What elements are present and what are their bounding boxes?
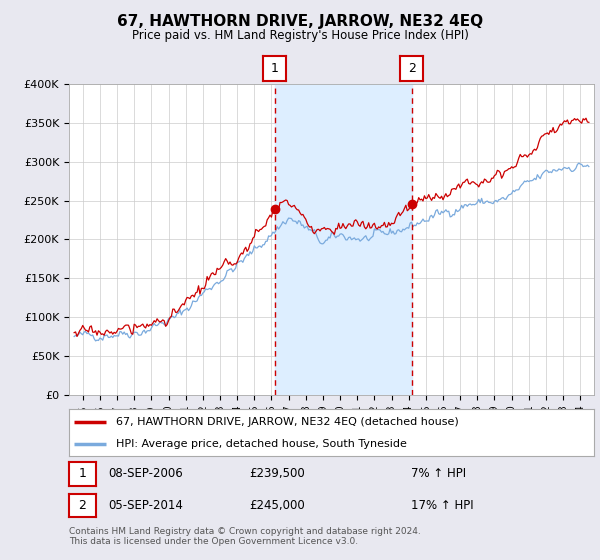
Text: 17% ↑ HPI: 17% ↑ HPI <box>411 499 473 512</box>
Text: Price paid vs. HM Land Registry's House Price Index (HPI): Price paid vs. HM Land Registry's House … <box>131 29 469 42</box>
Text: £245,000: £245,000 <box>249 499 305 512</box>
Text: HPI: Average price, detached house, South Tyneside: HPI: Average price, detached house, Sout… <box>116 438 407 449</box>
Text: 2: 2 <box>408 62 416 75</box>
Text: Contains HM Land Registry data © Crown copyright and database right 2024.
This d: Contains HM Land Registry data © Crown c… <box>69 526 421 546</box>
Text: 08-SEP-2006: 08-SEP-2006 <box>108 467 183 480</box>
Bar <box>275 84 412 395</box>
Text: £239,500: £239,500 <box>249 467 305 480</box>
Text: 05-SEP-2014: 05-SEP-2014 <box>108 499 183 512</box>
Text: 1: 1 <box>79 467 86 480</box>
Text: 2: 2 <box>79 499 86 512</box>
Text: 67, HAWTHORN DRIVE, JARROW, NE32 4EQ: 67, HAWTHORN DRIVE, JARROW, NE32 4EQ <box>117 14 483 29</box>
Text: 1: 1 <box>271 62 278 75</box>
Text: 67, HAWTHORN DRIVE, JARROW, NE32 4EQ (detached house): 67, HAWTHORN DRIVE, JARROW, NE32 4EQ (de… <box>116 417 459 427</box>
Text: 7% ↑ HPI: 7% ↑ HPI <box>411 467 466 480</box>
